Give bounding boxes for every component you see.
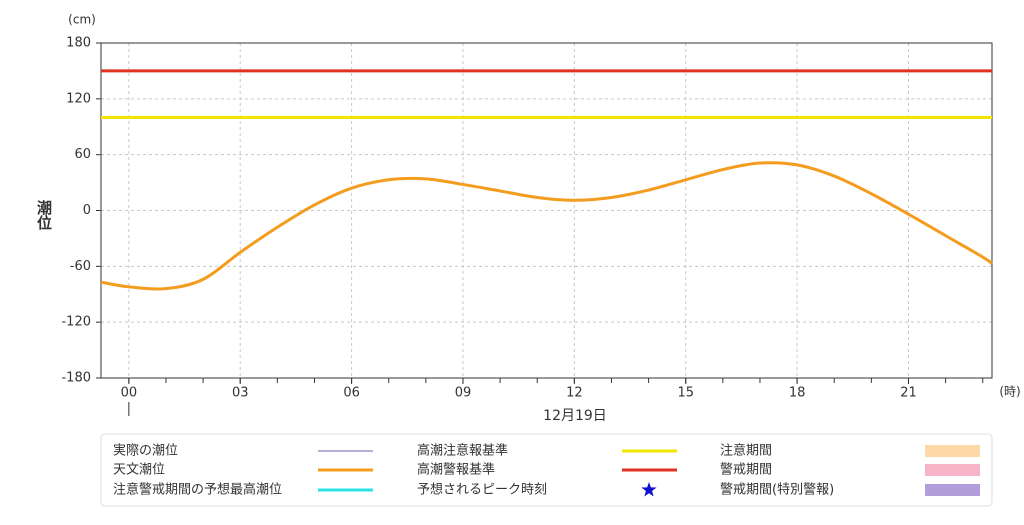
legend-label: 高潮警報基準 xyxy=(417,462,495,478)
x-tick-label: 12 xyxy=(566,386,583,401)
x-tick-label: 03 xyxy=(232,386,249,401)
x-tick-label: 21 xyxy=(900,386,917,401)
plot-frame xyxy=(100,42,993,379)
x-tick-label: 09 xyxy=(455,386,472,401)
legend-label: 予想されるピーク時刻 xyxy=(417,482,547,498)
legend-label: 警戒期間(特別警報) xyxy=(720,482,834,498)
y-tick-label: -180 xyxy=(61,371,91,386)
legend-swatch xyxy=(925,445,980,457)
x-tick-label: 15 xyxy=(677,386,694,401)
y-tick-label: 0 xyxy=(83,203,91,218)
legend-label: 警戒期間 xyxy=(720,462,772,478)
legend-label: 天文潮位 xyxy=(113,463,165,478)
x-tick-label: 00 xyxy=(121,386,138,401)
x-tick-label: 06 xyxy=(343,386,360,401)
legend-label: 注意警戒期間の予想最高潮位 xyxy=(113,482,282,498)
legend-label: 高潮注意報基準 xyxy=(417,443,508,459)
y-tick-label: 180 xyxy=(66,36,91,51)
y-tick-label: -60 xyxy=(70,259,91,274)
x-unit: (時) xyxy=(999,385,1020,399)
x-tick-label: 18 xyxy=(789,386,806,401)
tide-line xyxy=(100,161,993,291)
legend-star xyxy=(641,482,657,497)
legend-swatch xyxy=(925,484,980,496)
y-tick-label: -120 xyxy=(61,315,91,330)
y-unit: (cm) xyxy=(68,13,96,27)
y-tick-label: 120 xyxy=(66,91,91,106)
y-tick-label: 60 xyxy=(74,147,91,162)
date-label: 12月19日 xyxy=(543,408,607,424)
legend-swatch xyxy=(925,464,980,476)
y-axis-label: 潮位 xyxy=(35,199,53,230)
legend-label: 注意期間 xyxy=(720,443,772,459)
legend-box xyxy=(100,433,993,507)
legend-label: 実際の潮位 xyxy=(113,443,178,459)
